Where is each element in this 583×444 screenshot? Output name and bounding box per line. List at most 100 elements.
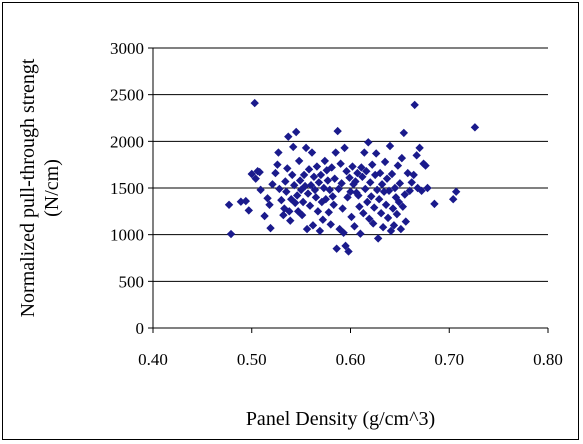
data-point	[356, 229, 365, 238]
data-point	[313, 207, 323, 216]
data-point	[355, 202, 364, 211]
data-point	[224, 200, 234, 209]
data-point	[384, 186, 394, 195]
x-tick-label: 0.70	[434, 350, 464, 369]
data-point	[318, 215, 328, 224]
data-point	[351, 177, 360, 186]
data-point	[244, 206, 253, 215]
data-point	[241, 196, 251, 206]
data-point	[308, 221, 318, 230]
data-point	[363, 197, 372, 207]
x-tick-label: 0.60	[336, 350, 366, 369]
data-point	[279, 210, 288, 220]
data-point	[327, 163, 336, 172]
data-point	[310, 185, 320, 195]
data-point	[289, 142, 298, 152]
data-point	[347, 212, 356, 222]
data-point	[377, 180, 387, 189]
y-axis-title-line1: Normalized pull-through strengt	[17, 58, 39, 317]
y-tick-label: 1500	[110, 179, 144, 198]
y-tick-label: 1000	[110, 226, 144, 245]
y-axis-title-line2: (N/cm)	[41, 159, 63, 217]
data-point	[312, 162, 322, 171]
data-point	[282, 187, 291, 196]
data-point	[383, 213, 393, 223]
data-point	[306, 181, 316, 190]
data-point	[333, 126, 342, 136]
data-point	[375, 168, 385, 178]
data-point	[430, 199, 439, 209]
data-point	[417, 186, 426, 195]
data-point	[382, 174, 392, 183]
data-point	[409, 170, 418, 180]
data-point	[291, 127, 301, 137]
data-point	[281, 177, 290, 186]
data-point	[349, 180, 358, 189]
data-point	[367, 192, 376, 201]
data-point	[380, 157, 390, 167]
data-point	[412, 151, 421, 160]
data-point	[291, 198, 300, 208]
data-point	[470, 123, 480, 132]
data-point	[359, 209, 368, 218]
x-tick-label: 0.40	[138, 350, 168, 369]
data-point	[226, 229, 236, 239]
data-point	[247, 169, 256, 179]
data-point	[381, 200, 391, 209]
data-point	[407, 178, 416, 187]
data-point	[297, 210, 307, 220]
data-point	[393, 161, 403, 170]
data-point	[284, 132, 293, 141]
data-point	[251, 174, 260, 183]
data-point	[295, 176, 305, 185]
data-point	[338, 204, 347, 213]
data-point	[330, 174, 339, 183]
data-point	[288, 170, 297, 180]
data-point	[292, 191, 302, 200]
data-point	[362, 167, 371, 176]
data-point	[397, 153, 407, 163]
data-point	[305, 201, 315, 210]
data-point	[268, 180, 277, 189]
data-point	[388, 204, 398, 213]
data-point	[396, 224, 406, 234]
data-point	[236, 197, 246, 206]
data-point	[322, 166, 331, 175]
data-point	[350, 222, 359, 231]
data-point	[331, 148, 340, 157]
data-point	[320, 156, 330, 166]
data-point	[345, 173, 354, 182]
data-point	[354, 191, 363, 200]
data-point	[342, 167, 351, 176]
data-point	[321, 195, 331, 204]
data-point	[290, 181, 299, 190]
data-point	[357, 163, 366, 172]
data-point	[365, 214, 374, 223]
data-point	[277, 195, 286, 205]
data-point	[296, 185, 306, 195]
data-point	[413, 183, 422, 193]
data-point	[378, 223, 388, 232]
data-point	[315, 226, 325, 236]
data-point	[401, 217, 410, 226]
data-point	[369, 219, 378, 228]
data-point	[371, 149, 381, 158]
y-tick-labels: 0 500 1000 1500 2000 2500 3000	[110, 39, 153, 338]
data-point	[385, 141, 395, 151]
x-tick-label: 0.80	[533, 350, 563, 369]
data-point	[343, 193, 352, 202]
y-tick-label: 3000	[110, 39, 144, 58]
data-point	[304, 165, 314, 174]
data-point	[360, 148, 369, 157]
data-point	[366, 178, 375, 187]
data-point	[410, 100, 419, 110]
data-point	[294, 156, 304, 166]
data-point	[421, 161, 430, 170]
data-point	[265, 200, 274, 209]
data-point	[364, 138, 373, 147]
data-point	[319, 183, 329, 193]
data-point	[358, 172, 367, 181]
data-point	[299, 170, 309, 180]
data-point	[337, 179, 346, 188]
data-point	[303, 189, 313, 198]
